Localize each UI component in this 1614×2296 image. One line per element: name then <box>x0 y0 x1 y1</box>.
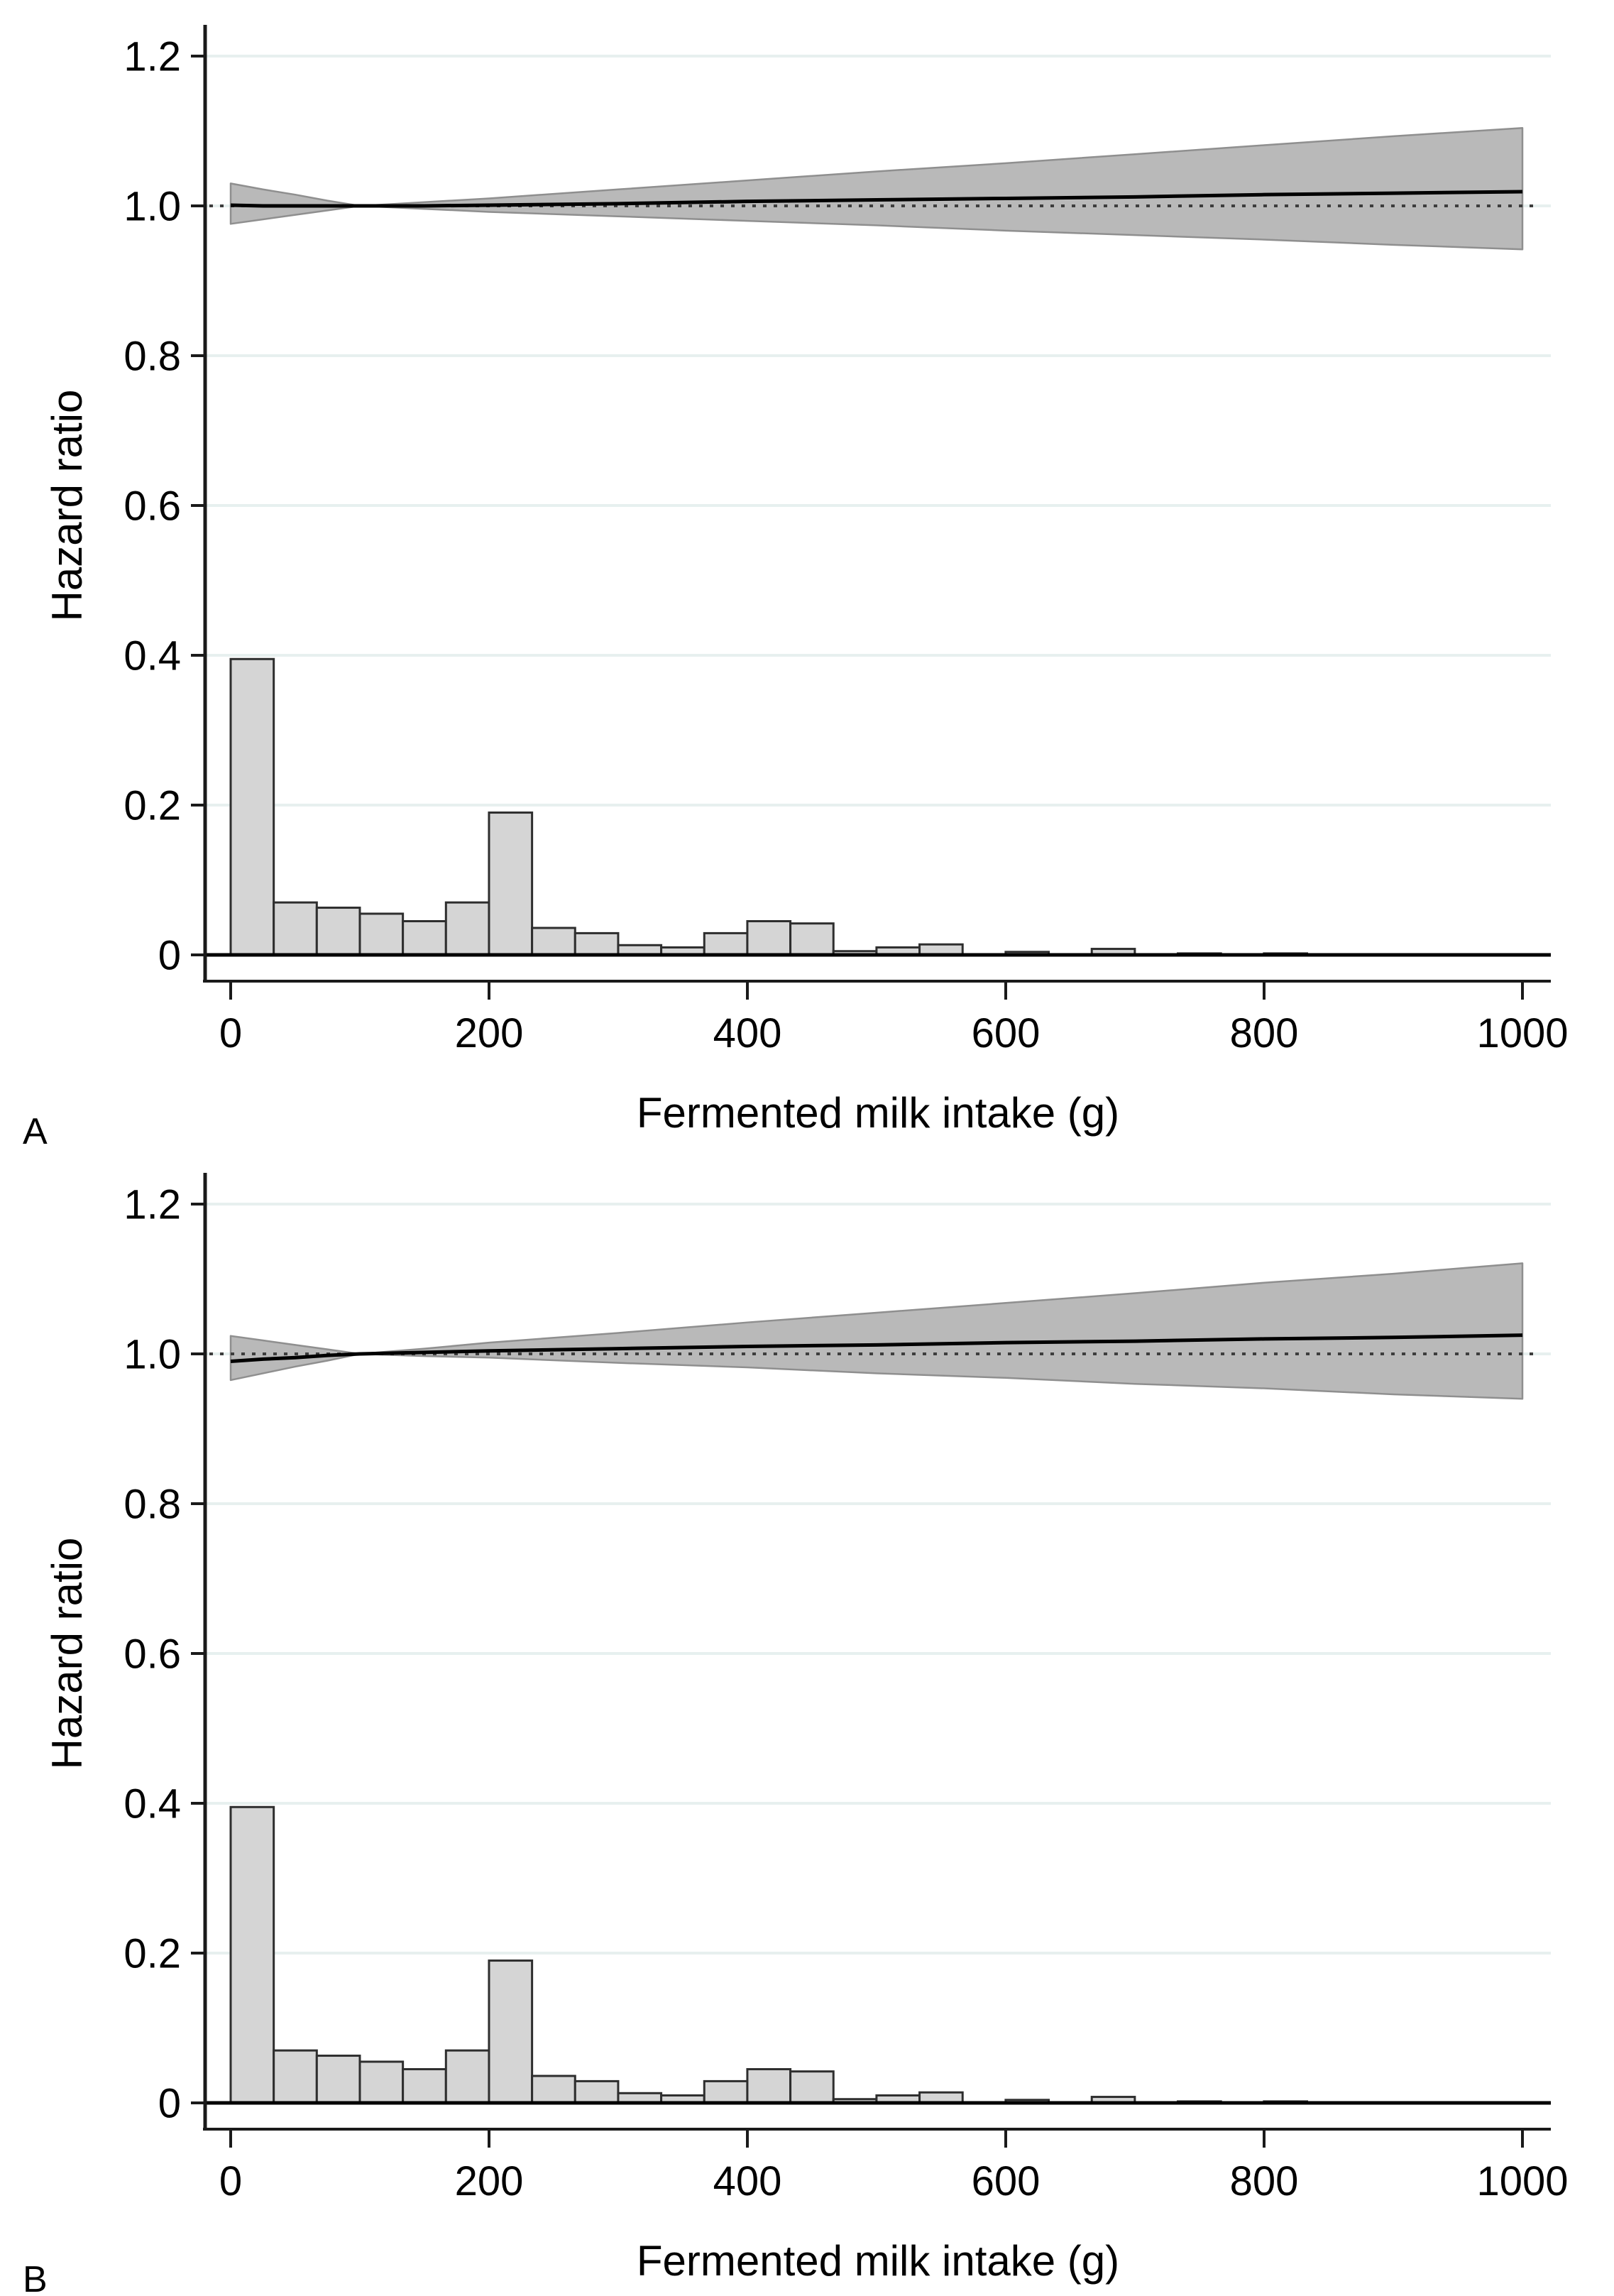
x-tick-label: 400 <box>713 2158 782 2204</box>
histogram-bars <box>229 657 1309 956</box>
histogram-bars <box>229 1805 1309 2104</box>
y-tick-label: 1.2 <box>123 1181 181 1228</box>
y-tick-label: 0.4 <box>123 1781 181 1827</box>
y-tick-label: 0.6 <box>123 483 181 529</box>
hazard-ratio-line <box>230 1333 1523 1364</box>
histogram-bar <box>746 920 792 956</box>
x-axis-title: Fermented milk intake (g) <box>637 1089 1119 1137</box>
x-tick-label: 400 <box>713 1010 782 1056</box>
panel-b-chart: 0 0.2 0.4 0.6 0.8 1.0 1.2 0 200 400 600 800 1000 Ferm… <box>43 1173 1569 2285</box>
y-tick-label: 0.8 <box>123 333 181 379</box>
y-tick-label: 1.2 <box>123 33 181 80</box>
y-tick-label: 0.2 <box>123 1930 181 1977</box>
y-tick-label: 0.8 <box>123 1481 181 1527</box>
y-tick-label: 0.4 <box>123 633 181 679</box>
histogram-bar <box>488 1959 534 2104</box>
histogram-bar <box>229 657 275 956</box>
y-tick-label: 0 <box>158 932 181 978</box>
panel-b-letter: B <box>23 2259 48 2296</box>
histogram-bar <box>229 1805 275 2104</box>
histogram-bar <box>703 931 749 956</box>
histogram-bar <box>273 901 318 956</box>
y-tick-label: 1.0 <box>123 1331 181 1377</box>
y-axis-title: Hazard ratio <box>43 390 91 622</box>
x-tick-label: 800 <box>1230 2158 1299 2204</box>
y-tick-label: 1.0 <box>123 183 181 229</box>
x-tick-label: 600 <box>972 2158 1041 2204</box>
histogram-bar <box>703 2079 749 2104</box>
x-tick-label: 200 <box>455 1010 524 1056</box>
histogram-bar <box>444 2049 490 2104</box>
y-axis-title: Hazard ratio <box>43 1538 91 1770</box>
histogram-bar <box>573 2079 620 2104</box>
panel-a-letter: A <box>23 1111 48 1152</box>
panel-b: 0 0.2 0.4 0.6 0.8 1.0 1.2 0 200 400 600 800 1000 Ferm… <box>0 1148 1614 2296</box>
histogram-bar <box>402 2068 447 2104</box>
histogram-bar <box>531 926 576 956</box>
y-tick-label: 0.6 <box>123 1631 181 1677</box>
x-tick-label: 0 <box>219 1010 242 1056</box>
histogram-bar <box>358 912 405 956</box>
x-tick-label: 0 <box>219 2158 242 2204</box>
y-tick-label: 0.2 <box>123 782 181 829</box>
x-tick-label: 600 <box>972 1010 1041 1056</box>
confidence-band <box>229 127 1524 251</box>
panel-a-chart: 0 0.2 0.4 0.6 0.8 1.0 1.2 0 200 400 600 800 1000 Ferm… <box>43 25 1569 1137</box>
x-tick-label: 1000 <box>1476 1010 1568 1056</box>
x-tick-label: 1000 <box>1476 2158 1568 2204</box>
x-axis: 0 200 400 600 800 1000 <box>219 981 1569 1056</box>
y-axis: 0 0.2 0.4 0.6 0.8 1.0 1.2 <box>123 33 205 978</box>
hazard-ratio-line <box>230 190 1523 208</box>
histogram-bar <box>315 2055 361 2104</box>
histogram-bar <box>573 931 620 956</box>
y-tick-label: 0 <box>158 2080 181 2126</box>
x-tick-label: 200 <box>455 2158 524 2204</box>
histogram-bar <box>789 922 835 956</box>
x-tick-label: 800 <box>1230 1010 1299 1056</box>
histogram-bar <box>531 2074 576 2104</box>
y-axis: 0 0.2 0.4 0.6 0.8 1.0 1.2 <box>123 1181 205 2126</box>
x-axis-title: Fermented milk intake (g) <box>637 2237 1119 2285</box>
histogram-bar <box>488 811 534 956</box>
x-axis: 0 200 400 600 800 1000 <box>219 2129 1569 2204</box>
histogram-bar <box>789 2070 835 2104</box>
panel-a: 0 0.2 0.4 0.6 0.8 1.0 1.2 0 200 400 600 800 1000 Ferm… <box>23 25 1569 1152</box>
confidence-band <box>229 1262 1524 1400</box>
histogram-bar <box>273 2049 318 2104</box>
histogram-bar <box>444 901 490 956</box>
histogram-bar <box>746 2068 792 2104</box>
histogram-bar <box>402 920 447 956</box>
histogram-bar <box>358 2060 405 2104</box>
histogram-bar <box>315 907 361 956</box>
